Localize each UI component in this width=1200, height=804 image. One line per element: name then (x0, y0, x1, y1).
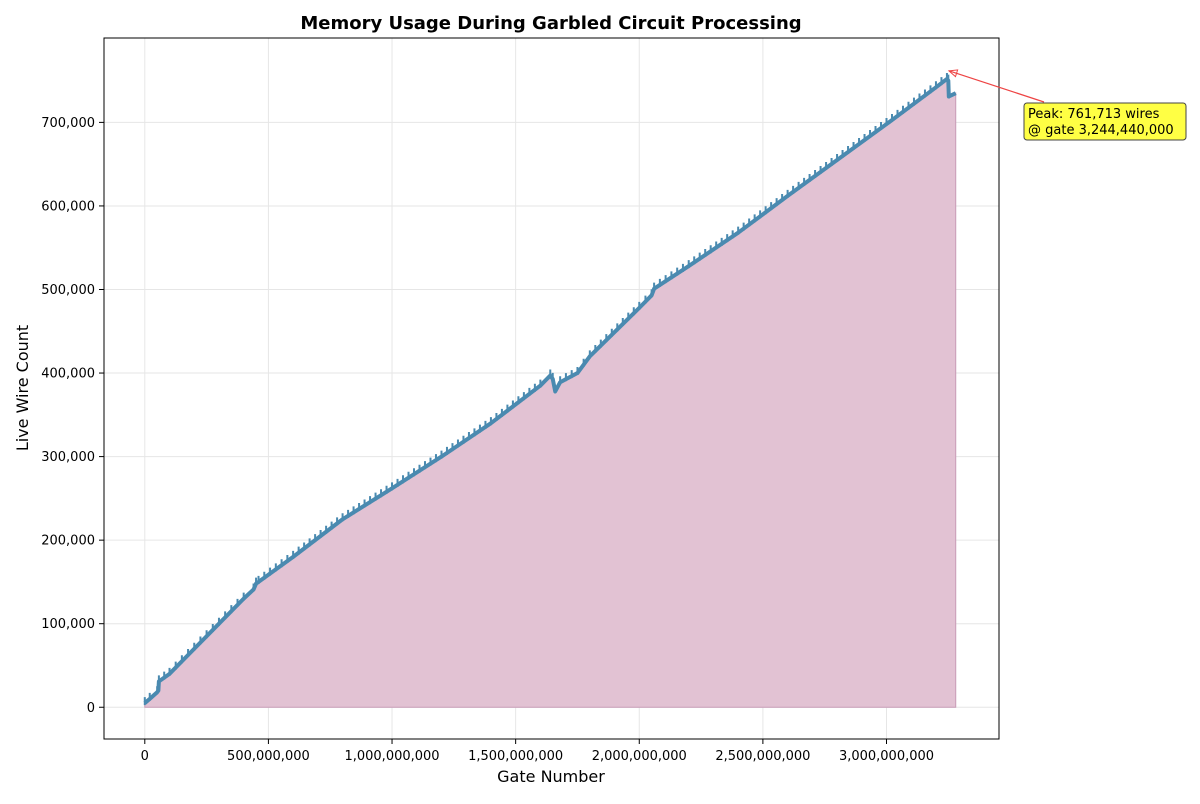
annotation-line-1: Peak: 761,713 wires (1028, 107, 1160, 122)
series-line (143, 76, 957, 705)
y-tick-label: 700,000 (41, 116, 95, 131)
y-tick-label: 500,000 (41, 283, 95, 298)
x-tick-label: 3,000,000,000 (839, 749, 934, 764)
x-tick-label: 2,000,000,000 (592, 749, 687, 764)
annotation-line-2: @ gate 3,244,440,000 (1028, 123, 1174, 138)
x-tick-label: 0 (141, 749, 149, 764)
area-fill (144, 78, 957, 708)
x-tick-label: 500,000,000 (227, 749, 310, 764)
x-tick-label: 1,000,000,000 (344, 749, 439, 764)
annotation-box (1023, 102, 1187, 141)
peak-annotation: Peak: 761,713 wires @ gate 3,244,440,000 (947, 69, 1187, 141)
y-tick-label: 0 (87, 701, 95, 716)
y-tick-label: 100,000 (41, 617, 95, 632)
plot-frame (103, 37, 1000, 740)
annotation-arrow (948, 70, 1045, 103)
y-tick-label: 200,000 (41, 534, 95, 549)
y-tick-label: 400,000 (41, 367, 95, 382)
y-tick-label: 300,000 (41, 450, 95, 465)
x-tick-label: 1,500,000,000 (468, 749, 563, 764)
axis-ticks: 0 500,000,000 1,000,000,000 1,500,000,000 2,… (41, 116, 934, 764)
chart-title: Memory Usage During Garbled Circuit Proc… (300, 13, 801, 34)
annotation-arrowhead (947, 69, 959, 78)
y-tick-label: 600,000 (41, 199, 95, 214)
x-axis-label: Gate Number (497, 767, 605, 786)
x-tick-label: 2,500,000,000 (715, 749, 810, 764)
plot-area (143, 72, 957, 708)
y-axis-label: Live Wire Count (13, 325, 32, 451)
